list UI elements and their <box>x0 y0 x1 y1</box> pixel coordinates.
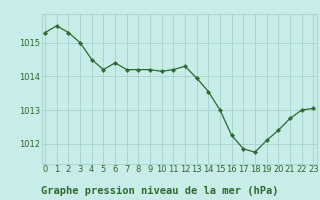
Text: Graphe pression niveau de la mer (hPa): Graphe pression niveau de la mer (hPa) <box>41 186 279 196</box>
